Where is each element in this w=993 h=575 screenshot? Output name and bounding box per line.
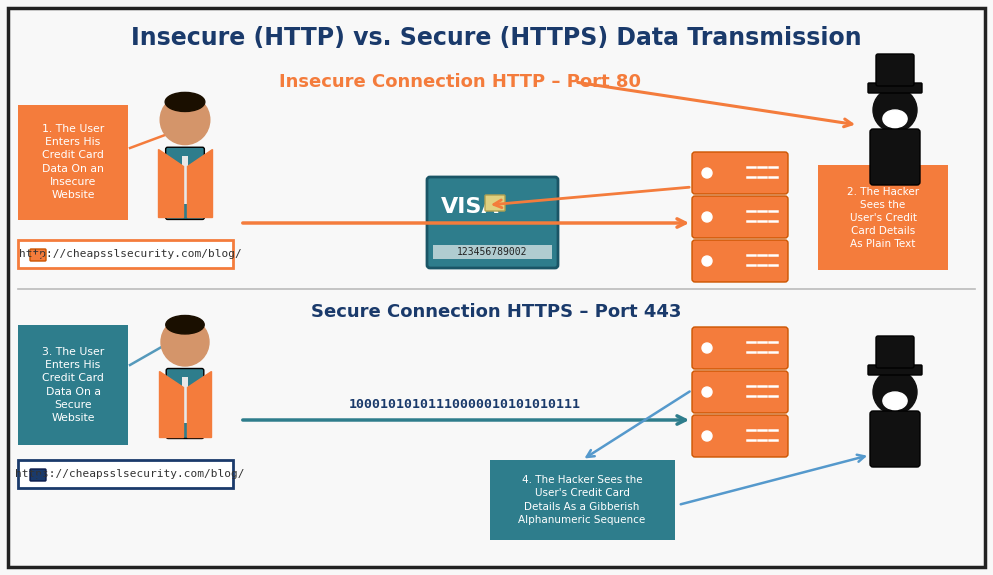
Text: VISA: VISA bbox=[441, 197, 499, 217]
FancyBboxPatch shape bbox=[692, 371, 788, 413]
Ellipse shape bbox=[883, 392, 907, 409]
FancyBboxPatch shape bbox=[876, 54, 914, 86]
Text: Insecure Connection HTTP – Port 80: Insecure Connection HTTP – Port 80 bbox=[279, 73, 641, 91]
FancyBboxPatch shape bbox=[166, 369, 204, 439]
Circle shape bbox=[702, 212, 712, 222]
FancyBboxPatch shape bbox=[870, 129, 920, 185]
FancyBboxPatch shape bbox=[433, 245, 552, 259]
FancyBboxPatch shape bbox=[18, 460, 233, 488]
FancyBboxPatch shape bbox=[692, 196, 788, 238]
FancyBboxPatch shape bbox=[868, 365, 922, 375]
Text: 3. The User
Enters His
Credit Card
Data On a
Secure
Website: 3. The User Enters His Credit Card Data … bbox=[42, 347, 104, 423]
FancyBboxPatch shape bbox=[166, 147, 205, 220]
FancyBboxPatch shape bbox=[692, 240, 788, 282]
Circle shape bbox=[702, 168, 712, 178]
Text: Insecure (HTTP) vs. Secure (HTTPS) Data Transmission: Insecure (HTTP) vs. Secure (HTTPS) Data … bbox=[131, 26, 861, 50]
FancyBboxPatch shape bbox=[18, 105, 128, 220]
Polygon shape bbox=[159, 370, 183, 436]
Text: 1. The User
Enters His
Credit Card
Data On an
Insecure
Website: 1. The User Enters His Credit Card Data … bbox=[42, 124, 104, 200]
Text: 123456789002: 123456789002 bbox=[457, 247, 527, 257]
Ellipse shape bbox=[165, 93, 205, 112]
Circle shape bbox=[702, 256, 712, 266]
Text: 10001010101110000010101010111: 10001010101110000010101010111 bbox=[349, 398, 581, 412]
FancyBboxPatch shape bbox=[18, 325, 128, 445]
FancyBboxPatch shape bbox=[692, 415, 788, 457]
Circle shape bbox=[873, 370, 917, 414]
Text: http://cheapsslsecurity.com/blog/: http://cheapsslsecurity.com/blog/ bbox=[19, 249, 241, 259]
Circle shape bbox=[873, 88, 917, 132]
Text: 4. The Hacker Sees the
User's Credit Card
Details As a Gibberish
Alphanumeric Se: 4. The Hacker Sees the User's Credit Car… bbox=[518, 475, 645, 525]
Ellipse shape bbox=[883, 110, 907, 128]
Circle shape bbox=[702, 431, 712, 441]
FancyBboxPatch shape bbox=[692, 327, 788, 369]
FancyBboxPatch shape bbox=[30, 249, 46, 261]
FancyBboxPatch shape bbox=[692, 152, 788, 194]
Circle shape bbox=[702, 343, 712, 353]
FancyBboxPatch shape bbox=[490, 460, 675, 540]
Text: https://cheapsslsecurity.com/blog/: https://cheapsslsecurity.com/blog/ bbox=[15, 469, 244, 479]
FancyBboxPatch shape bbox=[485, 195, 505, 211]
Text: 2. The Hacker
Sees the
User's Credit
Card Details
As Plain Text: 2. The Hacker Sees the User's Credit Car… bbox=[847, 187, 920, 250]
Polygon shape bbox=[188, 370, 212, 436]
FancyBboxPatch shape bbox=[876, 336, 914, 368]
FancyBboxPatch shape bbox=[818, 165, 948, 270]
FancyBboxPatch shape bbox=[427, 177, 558, 268]
Circle shape bbox=[161, 318, 209, 366]
Polygon shape bbox=[158, 150, 183, 217]
FancyBboxPatch shape bbox=[870, 411, 920, 467]
Circle shape bbox=[160, 95, 210, 144]
Bar bbox=[182, 156, 188, 204]
Polygon shape bbox=[188, 150, 213, 217]
Circle shape bbox=[702, 387, 712, 397]
Bar bbox=[182, 377, 188, 423]
FancyBboxPatch shape bbox=[30, 469, 46, 481]
Ellipse shape bbox=[166, 316, 205, 334]
FancyBboxPatch shape bbox=[868, 83, 922, 93]
Text: Secure Connection HTTPS – Port 443: Secure Connection HTTPS – Port 443 bbox=[311, 303, 681, 321]
FancyBboxPatch shape bbox=[18, 240, 233, 268]
